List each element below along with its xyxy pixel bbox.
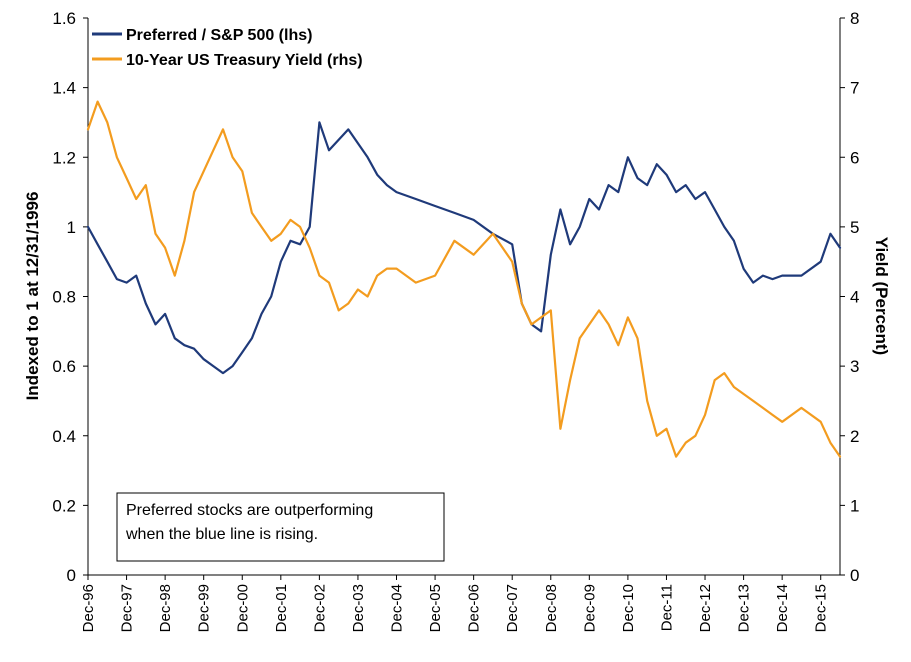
x-tick-label: Dec-02 [311,584,328,632]
left-tick-label: 0.4 [52,427,76,446]
x-tick-label: Dec-04 [389,584,406,632]
x-tick-label: Dec-96 [80,584,97,632]
right-axis-title: Yield (Percent) [872,237,891,355]
left-tick-label: 1.6 [52,9,76,28]
left-tick-label: 0.8 [52,288,76,307]
left-tick-label: 1.2 [52,148,76,167]
right-tick-label: 4 [850,288,859,307]
x-tick-label: Dec-09 [581,584,598,632]
annotation-frame [116,492,445,562]
right-tick-label: 3 [850,357,859,376]
plot-frame [87,18,841,576]
x-tick-label: Dec-08 [543,584,560,632]
x-tick-label: Dec-15 [813,584,830,632]
x-tick-label: Dec-98 [157,584,174,632]
series-line-preferred [86,121,842,375]
left-tick-label: 0 [67,566,76,585]
x-tick-label: Dec-05 [427,584,444,632]
right-tick-label: 2 [850,427,859,446]
right-tick-label: 6 [850,148,859,167]
right-tick-label: 0 [850,566,859,585]
x-tick-label: Dec-06 [466,584,483,632]
left-axis-title: Indexed to 1 at 12/31/1996 [23,192,42,401]
x-tick-label: Dec-00 [234,584,251,632]
left-tick-label: 1 [67,218,76,237]
series-layer [86,100,842,458]
legend: Preferred / S&P 500 (lhs) 10-Year US Tre… [92,27,363,69]
x-tick-label: Dec-07 [504,584,521,632]
x-tick-label: Dec-14 [774,584,791,632]
left-axis-ticks: 0 0.2 0.4 0.6 0.8 1 1.2 1.4 1.6 [52,9,88,585]
left-tick-label: 1.4 [52,79,76,98]
right-tick-label: 7 [850,79,859,98]
annotation-line-2: when the blue line is rising. [125,526,318,543]
annotation-line-1: Preferred stocks are outperforming [126,502,373,519]
annotation-box: Preferred stocks are outperforming when … [116,492,445,562]
x-tick-label: Dec-13 [736,584,753,632]
x-tick-label: Dec-03 [350,584,367,632]
x-tick-label: Dec-12 [697,584,714,632]
right-tick-label: 1 [850,496,859,515]
left-tick-label: 0.2 [52,496,76,515]
right-tick-label: 5 [850,218,859,237]
x-tick-label: Dec-97 [119,584,136,632]
x-tick-label: Dec-10 [620,584,637,632]
left-tick-label: 0.6 [52,357,76,376]
x-tick-label: Dec-99 [196,584,213,632]
x-tick-label: Dec-01 [273,584,290,632]
x-axis-ticks: Dec-96 Dec-97 Dec-98 Dec-99 Dec-00 Dec-01 Dec-… [80,575,830,632]
legend-label-preferred: Preferred / S&P 500 (lhs) [126,27,312,44]
legend-label-treasury: 10-Year US Treasury Yield (rhs) [126,52,363,69]
x-tick-label: Dec-11 [658,584,675,631]
right-tick-label: 8 [850,9,859,28]
right-axis-ticks: 0 1 2 3 4 5 6 7 8 [840,9,859,585]
series-line-treasury [86,100,842,458]
